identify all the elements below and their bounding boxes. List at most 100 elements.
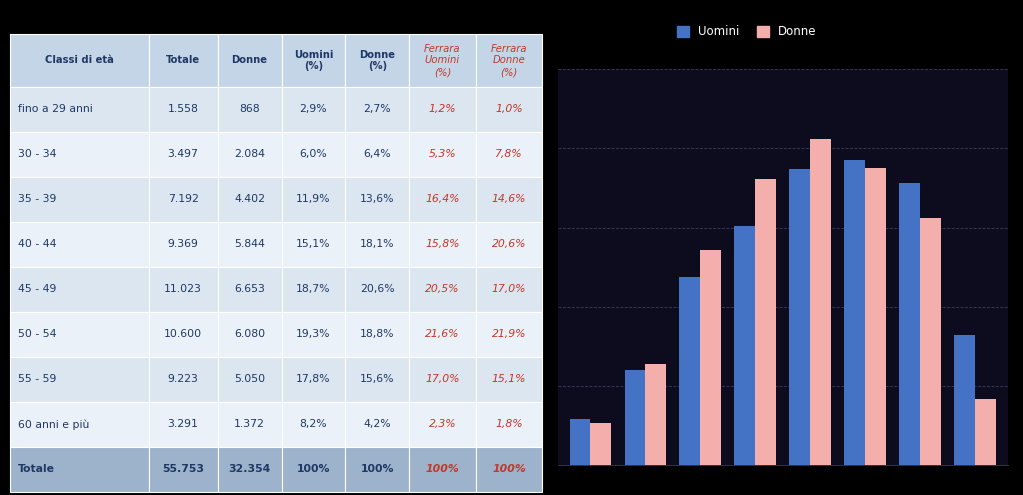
Text: 4,2%: 4,2%	[363, 419, 391, 430]
Text: 9.223: 9.223	[168, 375, 198, 385]
Text: 4.402: 4.402	[234, 195, 265, 204]
FancyBboxPatch shape	[148, 312, 218, 357]
Text: 20,6%: 20,6%	[360, 285, 395, 295]
Text: 17,0%: 17,0%	[426, 375, 459, 385]
Text: Donne: Donne	[231, 55, 268, 65]
FancyBboxPatch shape	[148, 222, 218, 267]
FancyBboxPatch shape	[346, 267, 409, 312]
FancyBboxPatch shape	[281, 402, 346, 447]
Bar	[864, 167, 886, 465]
FancyBboxPatch shape	[476, 447, 542, 492]
Text: 7,8%: 7,8%	[495, 149, 523, 159]
Text: 14,6%: 14,6%	[492, 195, 526, 204]
Text: 13,6%: 13,6%	[360, 195, 395, 204]
FancyBboxPatch shape	[476, 357, 542, 402]
FancyBboxPatch shape	[10, 402, 148, 447]
FancyBboxPatch shape	[148, 447, 218, 492]
FancyBboxPatch shape	[409, 87, 476, 132]
FancyBboxPatch shape	[10, 177, 148, 222]
Text: 1.558: 1.558	[168, 104, 198, 114]
Text: 1,8%: 1,8%	[495, 419, 523, 430]
Text: 1.372: 1.372	[234, 419, 265, 430]
FancyBboxPatch shape	[218, 447, 281, 492]
FancyBboxPatch shape	[218, 177, 281, 222]
Text: Ferrara
Uomini
(%): Ferrara Uomini (%)	[425, 44, 460, 77]
Bar	[646, 364, 666, 465]
FancyBboxPatch shape	[10, 312, 148, 357]
FancyBboxPatch shape	[409, 222, 476, 267]
Text: 2,9%: 2,9%	[300, 104, 327, 114]
Text: 21,9%: 21,9%	[492, 330, 526, 340]
FancyBboxPatch shape	[346, 34, 409, 87]
Text: 60 anni e più: 60 anni e più	[18, 419, 90, 430]
FancyBboxPatch shape	[218, 402, 281, 447]
Bar	[920, 218, 941, 465]
FancyBboxPatch shape	[148, 87, 218, 132]
FancyBboxPatch shape	[218, 222, 281, 267]
FancyBboxPatch shape	[281, 357, 346, 402]
Text: Donne
(%): Donne (%)	[359, 50, 395, 71]
FancyBboxPatch shape	[346, 87, 409, 132]
Text: 18,8%: 18,8%	[360, 330, 395, 340]
FancyBboxPatch shape	[476, 132, 542, 177]
FancyBboxPatch shape	[409, 402, 476, 447]
Text: Uomini
(%): Uomini (%)	[294, 50, 333, 71]
Legend: Uomini, Donne: Uomini, Donne	[672, 21, 821, 43]
Text: Totale: Totale	[166, 55, 201, 65]
Text: Ferrara
Donne
(%): Ferrara Donne (%)	[491, 44, 527, 77]
FancyBboxPatch shape	[281, 267, 346, 312]
Bar	[844, 159, 864, 465]
Text: 30 - 34: 30 - 34	[18, 149, 56, 159]
Text: 15,6%: 15,6%	[360, 375, 395, 385]
FancyBboxPatch shape	[10, 132, 148, 177]
Text: Classi di età: Classi di età	[45, 55, 114, 65]
FancyBboxPatch shape	[476, 87, 542, 132]
Text: 17,0%: 17,0%	[492, 285, 526, 295]
FancyBboxPatch shape	[346, 447, 409, 492]
FancyBboxPatch shape	[10, 34, 148, 87]
FancyBboxPatch shape	[281, 447, 346, 492]
Text: 32.354: 32.354	[228, 464, 271, 475]
Text: 21,6%: 21,6%	[426, 330, 459, 340]
Bar	[590, 423, 612, 465]
Text: 6.653: 6.653	[234, 285, 265, 295]
FancyBboxPatch shape	[409, 357, 476, 402]
FancyBboxPatch shape	[148, 132, 218, 177]
FancyBboxPatch shape	[346, 177, 409, 222]
FancyBboxPatch shape	[281, 34, 346, 87]
FancyBboxPatch shape	[148, 177, 218, 222]
FancyBboxPatch shape	[409, 447, 476, 492]
Bar	[735, 226, 755, 465]
FancyBboxPatch shape	[148, 357, 218, 402]
Text: 6,4%: 6,4%	[363, 149, 391, 159]
Text: 7.192: 7.192	[168, 195, 198, 204]
Text: 5.050: 5.050	[234, 375, 265, 385]
FancyBboxPatch shape	[218, 357, 281, 402]
FancyBboxPatch shape	[10, 267, 148, 312]
Text: 17,8%: 17,8%	[297, 375, 330, 385]
FancyBboxPatch shape	[148, 34, 218, 87]
FancyBboxPatch shape	[218, 267, 281, 312]
Text: 100%: 100%	[492, 464, 526, 475]
Bar	[789, 169, 810, 465]
Text: 11.023: 11.023	[164, 285, 203, 295]
Text: 19,3%: 19,3%	[297, 330, 330, 340]
FancyBboxPatch shape	[10, 222, 148, 267]
Text: 3.497: 3.497	[168, 149, 198, 159]
Text: 5,3%: 5,3%	[429, 149, 456, 159]
FancyBboxPatch shape	[409, 177, 476, 222]
Text: 20,6%: 20,6%	[492, 240, 526, 249]
FancyBboxPatch shape	[409, 267, 476, 312]
Text: 1,2%: 1,2%	[429, 104, 456, 114]
Text: 11,9%: 11,9%	[297, 195, 330, 204]
FancyBboxPatch shape	[409, 34, 476, 87]
FancyBboxPatch shape	[10, 87, 148, 132]
Bar	[899, 183, 920, 465]
Text: 35 - 39: 35 - 39	[18, 195, 56, 204]
FancyBboxPatch shape	[218, 34, 281, 87]
FancyBboxPatch shape	[476, 267, 542, 312]
Text: 6.080: 6.080	[234, 330, 265, 340]
FancyBboxPatch shape	[346, 312, 409, 357]
FancyBboxPatch shape	[218, 132, 281, 177]
FancyBboxPatch shape	[218, 312, 281, 357]
